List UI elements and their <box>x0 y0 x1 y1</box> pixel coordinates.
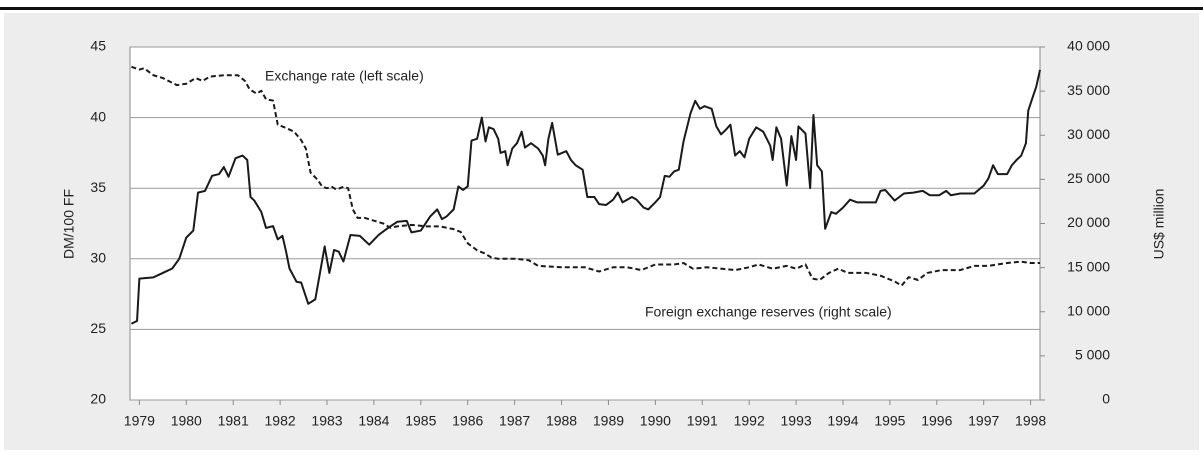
x-tick-label: 1995 <box>874 413 905 429</box>
x-tick-label: 1980 <box>171 413 202 429</box>
y-axis-title: DM/100 FF <box>61 189 77 259</box>
x-tick-label: 1984 <box>358 413 389 429</box>
y2-axis-title: US$ million <box>1151 189 1167 260</box>
y2-tick-label: 25 000 <box>1067 170 1110 186</box>
series-line <box>131 65 1040 287</box>
y-tick-label: 25 <box>90 320 106 336</box>
series-line <box>130 69 1041 325</box>
y-tick-label: 40 <box>90 108 106 124</box>
x-tick-label: 1987 <box>499 413 530 429</box>
y-tick-label: 30 <box>90 250 106 266</box>
x-tick-label: 1989 <box>593 413 624 429</box>
x-tick-label: 1979 <box>124 413 155 429</box>
x-tick-label: 1991 <box>687 413 718 429</box>
y2-tick-label: 0 <box>1102 391 1110 407</box>
y-tick-label: 20 <box>90 391 106 407</box>
x-tick-label: 1992 <box>734 413 765 429</box>
x-tick-label: 1986 <box>452 413 483 429</box>
y2-tick-label: 40 000 <box>1067 38 1110 54</box>
y2-tick-label: 5 000 <box>1075 347 1110 363</box>
annotation: Exchange rate (left scale) <box>265 68 424 84</box>
y2-tick-label: 30 000 <box>1067 126 1110 142</box>
x-tick-label: 1993 <box>781 413 812 429</box>
x-tick-label: 1981 <box>218 413 249 429</box>
x-tick-label: 1994 <box>827 413 858 429</box>
top-rule <box>0 7 1203 10</box>
x-tick-label: 1983 <box>311 413 342 429</box>
x-tick-label: 1997 <box>968 413 999 429</box>
x-tick-label: 1982 <box>265 413 296 429</box>
x-tick-label: 1990 <box>640 413 671 429</box>
annotation: Foreign exchange reserves (right scale) <box>645 304 892 320</box>
x-tick-label: 1985 <box>405 413 436 429</box>
y2-tick-label: 10 000 <box>1067 302 1110 318</box>
y-tick-label: 45 <box>90 38 106 54</box>
x-tick-label: 1996 <box>921 413 952 429</box>
x-tick-label: 1998 <box>1015 413 1046 429</box>
y2-tick-label: 35 000 <box>1067 82 1110 98</box>
x-tick-label: 1988 <box>546 413 577 429</box>
y2-tick-label: 20 000 <box>1067 214 1110 230</box>
y-tick-label: 35 <box>90 179 106 195</box>
plot-area <box>129 46 1041 401</box>
y2-tick-label: 15 000 <box>1067 258 1110 274</box>
